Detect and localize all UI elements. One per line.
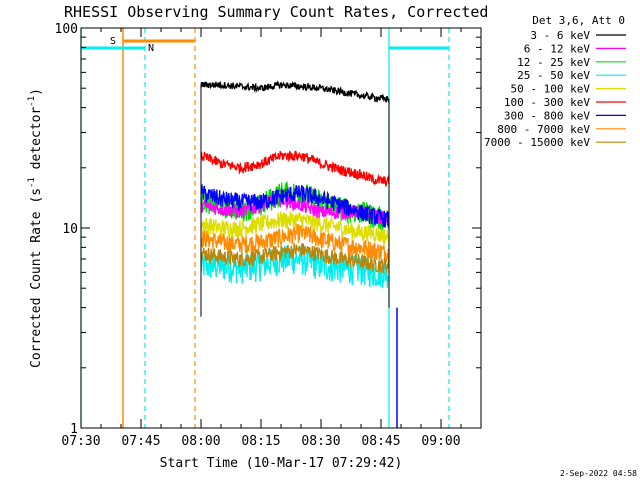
legend-entry-label: 7000 - 15000 keV	[484, 136, 590, 149]
saa-label: S	[110, 36, 116, 47]
legend-entry-label: 800 - 7000 keV	[497, 123, 590, 136]
legend-entry-label: 12 - 25 keV	[517, 56, 590, 69]
series-line-7	[200, 223, 390, 264]
y-axis-label: Corrected Count Rate (s-1 detector-1)	[27, 88, 44, 368]
chart-title: RHESSI Observing Summary Count Rates, Co…	[64, 3, 488, 21]
y-tick-label: 100	[55, 22, 78, 37]
legend-entry-label: 100 - 300 keV	[504, 96, 590, 109]
legend-entry-label: 50 - 100 keV	[511, 83, 591, 96]
series-line-0	[200, 80, 390, 103]
legend-entry-label: 3 - 6 keV	[530, 29, 590, 42]
x-axis: 07:30 07:45 08:00 08:15 08:30 08:45 09:00	[61, 28, 482, 449]
y-tick-label: 10	[62, 222, 78, 237]
x-tick-label: 08:00	[181, 434, 220, 449]
legend-title: Det 3,6, Att 0	[532, 14, 625, 27]
x-axis-label: Start Time (10-Mar-17 07:29:42)	[160, 456, 403, 471]
x-tick-label: 07:30	[61, 434, 100, 449]
x-tick-label: 08:30	[301, 434, 340, 449]
date-stamp: 2-Sep-2022 04:58	[560, 469, 637, 478]
x-tick-label: 09:00	[421, 434, 460, 449]
x-tick-label: 08:45	[361, 434, 400, 449]
observing-markers: SN	[80, 28, 450, 428]
series-line-5	[200, 150, 390, 187]
series-line-4	[200, 211, 390, 246]
y-axis: 1 10 100	[55, 22, 481, 437]
x-tick-label: 08:15	[241, 434, 280, 449]
night-label: N	[148, 43, 154, 54]
series-line-6	[200, 183, 390, 228]
series-line-8	[200, 241, 390, 274]
legend-entry-label: 6 - 12 keV	[524, 42, 591, 55]
y-tick-label: 1	[70, 422, 78, 437]
x-tick-label: 07:45	[121, 434, 160, 449]
legend-entry-label: 300 - 800 keV	[504, 109, 590, 122]
series-layer	[200, 80, 390, 317]
legend-entry-label: 25 - 50 keV	[517, 69, 590, 82]
